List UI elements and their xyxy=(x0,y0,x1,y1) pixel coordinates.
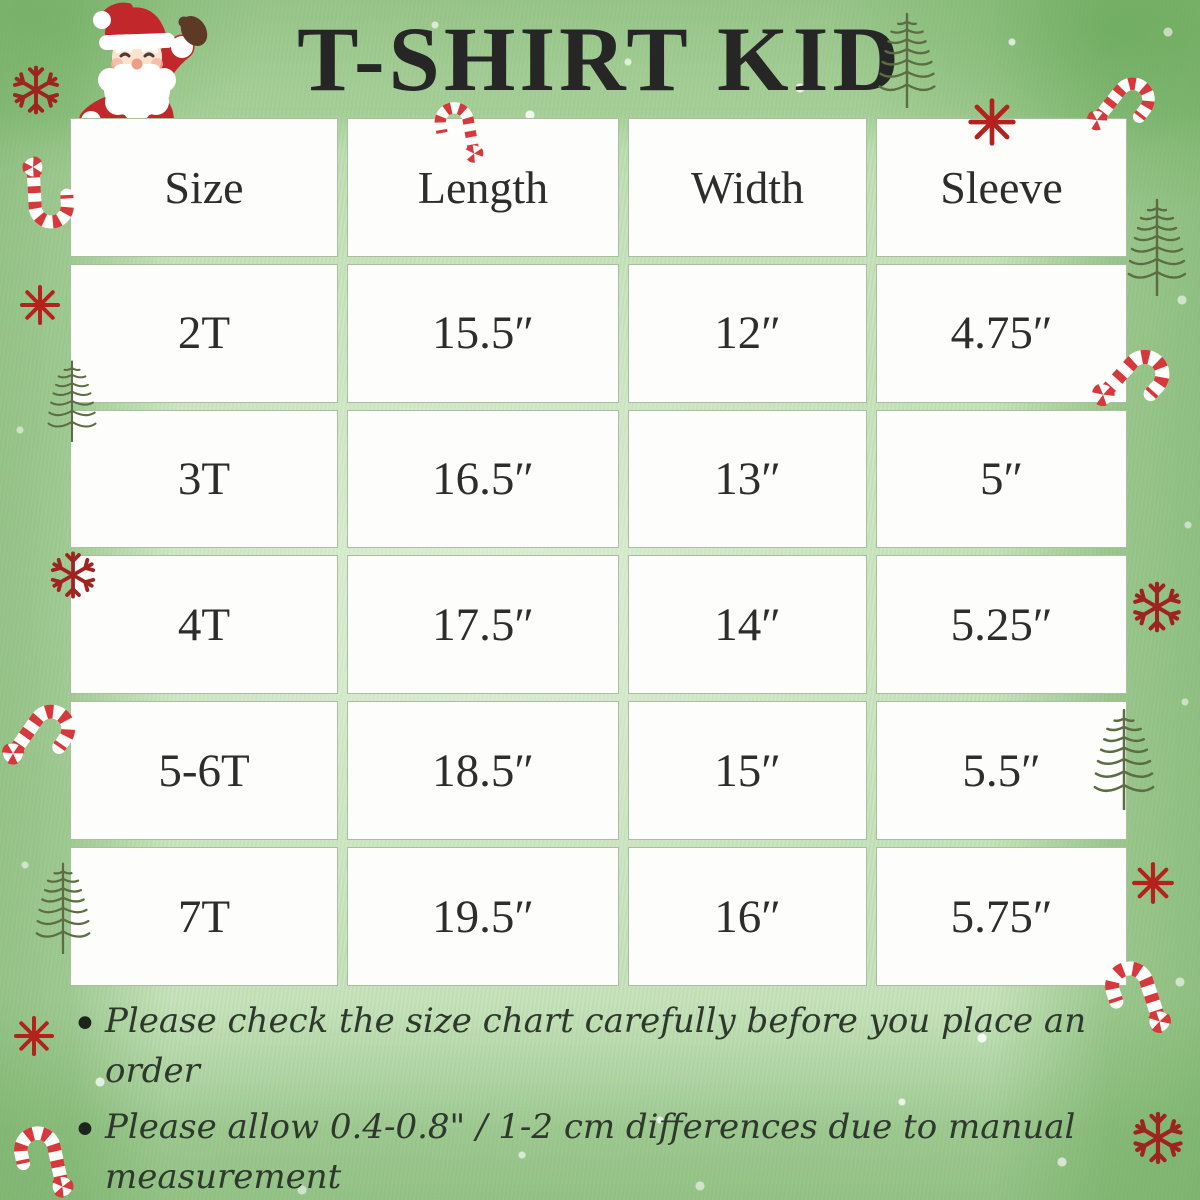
size-table: Size Length Width Sleeve 2T 15.5″ 12″ 4.… xyxy=(70,118,1127,986)
table-cell: 15.5″ xyxy=(347,263,619,403)
page-title: T-SHIRT KID xyxy=(297,8,903,110)
pine-tree-icon xyxy=(1127,198,1187,296)
note-item: Please allow 0.4-0.8" / 1-2 cm differenc… xyxy=(72,1098,1172,1200)
table-cell: 2T xyxy=(70,263,338,403)
table-cell: 5.25″ xyxy=(876,555,1127,695)
snowflake-icon xyxy=(1128,578,1186,636)
table-cell: 18.5″ xyxy=(347,701,619,841)
table-cell: 14″ xyxy=(628,555,867,695)
starburst-icon xyxy=(13,1015,55,1057)
table-cell: 3T xyxy=(70,409,338,549)
starburst-icon xyxy=(19,284,61,326)
table-cell: 5.5″ xyxy=(876,701,1127,841)
notes: Please check the size chart carefully be… xyxy=(72,992,1172,1200)
table-cell: 17.5″ xyxy=(347,555,619,695)
table-cell: 16″ xyxy=(628,847,867,986)
column-header-size: Size xyxy=(70,118,338,257)
table-cell: 4.75″ xyxy=(876,263,1127,403)
table-cell: 16.5″ xyxy=(347,409,619,549)
candy-cane-icon xyxy=(0,1106,83,1200)
column-header-length: Length xyxy=(347,118,619,257)
table-cell: 5-6T xyxy=(70,701,338,841)
starburst-icon xyxy=(1130,860,1176,906)
table-cell: 19.5″ xyxy=(347,847,619,986)
snowflake-icon xyxy=(8,62,64,118)
table-cell: 13″ xyxy=(628,409,867,549)
table-cell: 5″ xyxy=(876,409,1127,549)
table-cell: 12″ xyxy=(628,263,867,403)
table-cell: 15″ xyxy=(628,701,867,841)
note-item: Please check the size chart carefully be… xyxy=(72,992,1172,1097)
table-cell: 4T xyxy=(70,555,338,695)
column-header-width: Width xyxy=(628,118,867,257)
table-cell: 7T xyxy=(70,847,338,986)
table-cell: 5.75″ xyxy=(876,847,1127,986)
column-header-sleeve: Sleeve xyxy=(876,118,1127,257)
